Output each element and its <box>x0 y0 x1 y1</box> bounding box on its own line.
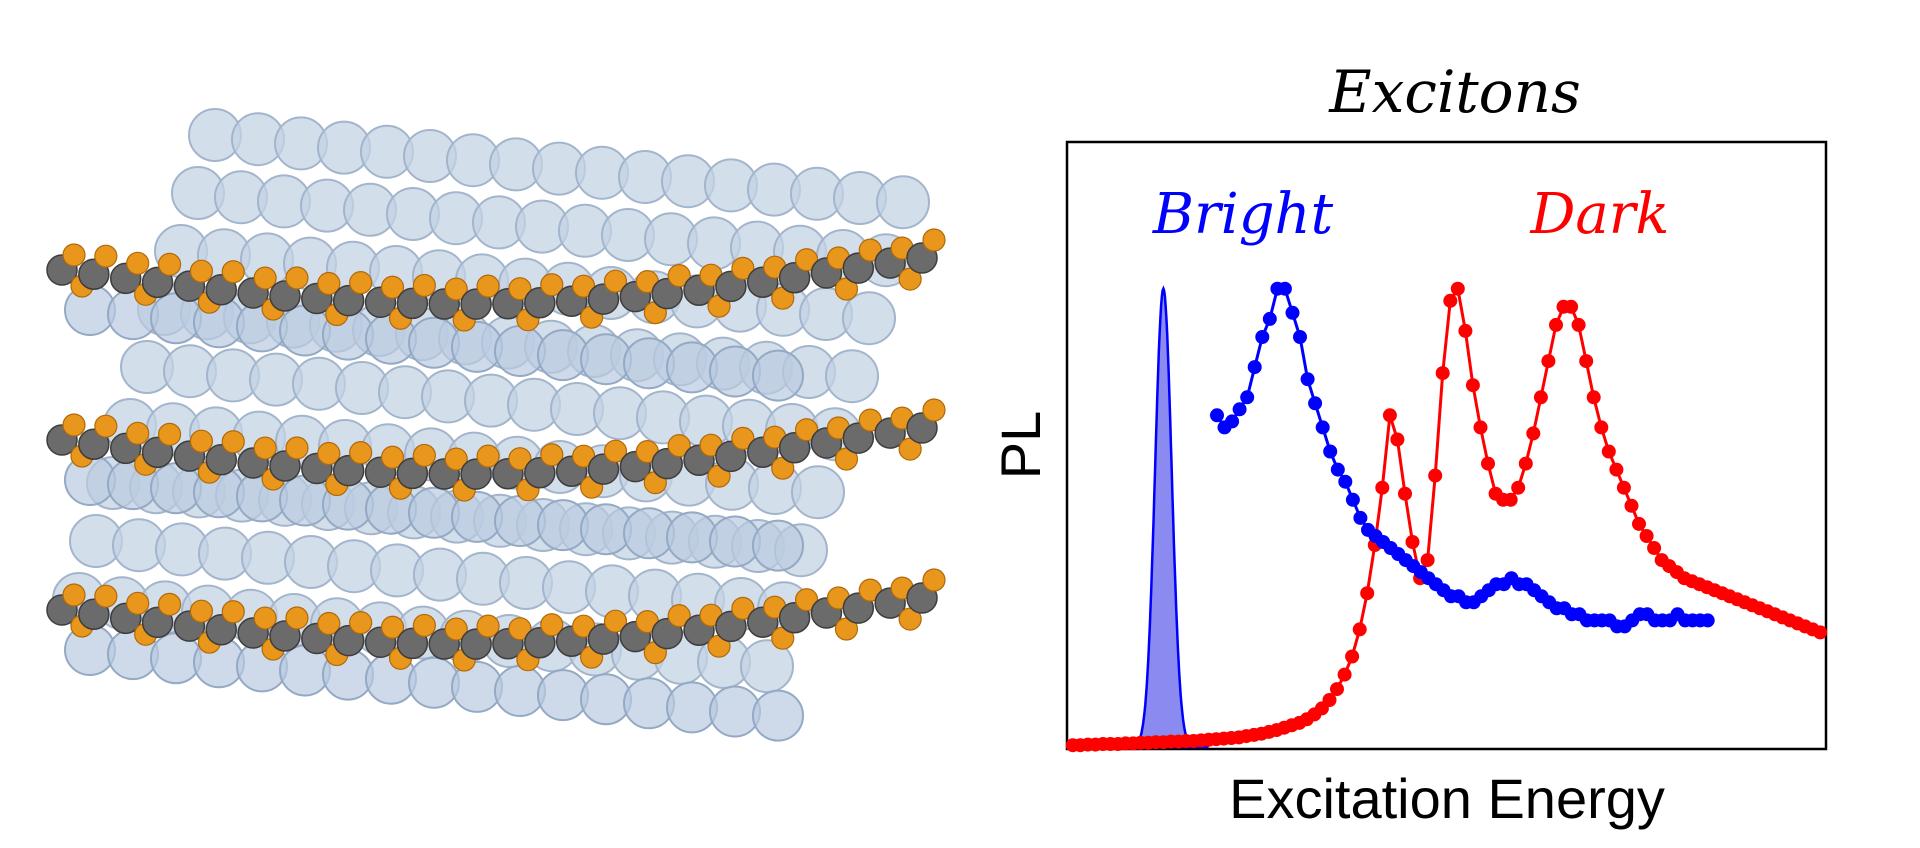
bright-series-point <box>1277 281 1292 296</box>
plot-frame <box>1065 140 1828 751</box>
dark-series-point <box>1616 480 1631 495</box>
dark-series-point <box>1345 649 1360 664</box>
bright-series-line <box>1215 287 1708 628</box>
bright-series-point <box>1700 613 1715 628</box>
inorganic-layer <box>46 228 946 402</box>
dark-series-line <box>1072 284 1821 747</box>
bright-series-point <box>1308 396 1323 411</box>
dark-series-point <box>1473 420 1488 435</box>
dark-series-point <box>1398 486 1412 501</box>
dark-series-point <box>1450 281 1465 296</box>
dark-series-point <box>1337 667 1352 682</box>
dark-series-point <box>1518 456 1533 471</box>
bright-emission-peak <box>1118 285 1209 749</box>
bright-series-point <box>1315 420 1330 435</box>
bright-series-point <box>1300 372 1315 387</box>
y-axis-label: PL <box>989 411 1052 480</box>
dark-series-point <box>1533 390 1548 405</box>
dark-series-point <box>1375 480 1390 495</box>
bright-series-point <box>1323 444 1338 459</box>
dark-series-point <box>1465 378 1480 393</box>
dark-series-point <box>1601 444 1616 459</box>
dark-series-point <box>1458 323 1473 338</box>
dark-series-point <box>1352 622 1367 637</box>
dark-series-point <box>1571 317 1586 332</box>
bright-series-point <box>1225 414 1240 429</box>
dark-series-point <box>1382 408 1397 423</box>
dark-series-point <box>1428 468 1443 483</box>
dark-series-point <box>1526 426 1541 441</box>
dark-series-points <box>1065 281 1828 753</box>
dark-series-point <box>1624 498 1639 513</box>
dark-series-point <box>1435 366 1450 381</box>
dark-series-point <box>1579 354 1594 369</box>
dark-series-point <box>1813 625 1828 640</box>
bright-series-points <box>1210 281 1715 634</box>
dark-series-point <box>1330 682 1344 697</box>
bright-series-point <box>1338 474 1353 489</box>
dark-series-point <box>1632 516 1646 531</box>
bright-series-point <box>1345 492 1360 507</box>
bright-series-point <box>1232 402 1247 417</box>
dark-series-point <box>1360 586 1375 601</box>
dark-series-point <box>1322 693 1337 707</box>
chart-title: Excitons <box>1328 58 1580 126</box>
dark-series-point <box>1420 553 1435 568</box>
dark-series-point <box>1390 432 1405 447</box>
dark-series-point <box>1647 541 1662 555</box>
dark-annotation: Dark <box>1530 182 1670 247</box>
bright-series-point <box>1255 330 1270 344</box>
dark-series-point <box>1609 462 1624 477</box>
bright-series-point <box>1330 462 1345 477</box>
dark-series-point <box>1405 535 1420 549</box>
inorganic-layer <box>46 398 946 572</box>
bright-annotation: Bright <box>1152 182 1334 247</box>
layered-crystal-structure-illustration <box>46 108 946 742</box>
x-axis-label: Excitation Energy <box>1229 767 1665 830</box>
bright-series-point <box>1285 305 1300 320</box>
dark-series-point <box>1564 299 1579 314</box>
dark-series-point <box>1586 390 1601 405</box>
dark-series-point <box>1549 317 1563 332</box>
dark-series-point <box>1511 480 1526 495</box>
dark-series-point <box>1541 354 1556 369</box>
dark-series-point <box>1639 529 1654 543</box>
bright-series-point <box>1262 311 1277 326</box>
dark-series-point <box>1503 492 1518 507</box>
dark-series-point <box>1594 420 1609 435</box>
bright-series-point <box>1210 408 1224 423</box>
inorganic-layer <box>46 568 946 742</box>
bright-series-point <box>1293 330 1307 344</box>
dark-series-point <box>1481 456 1495 471</box>
bright-series-point <box>1247 360 1262 375</box>
crystal-layers <box>46 108 946 742</box>
bright-series-point <box>1353 510 1368 525</box>
bright-series-point <box>1240 390 1255 405</box>
dark-series-point <box>1443 293 1458 308</box>
plot-area <box>1065 281 1828 753</box>
